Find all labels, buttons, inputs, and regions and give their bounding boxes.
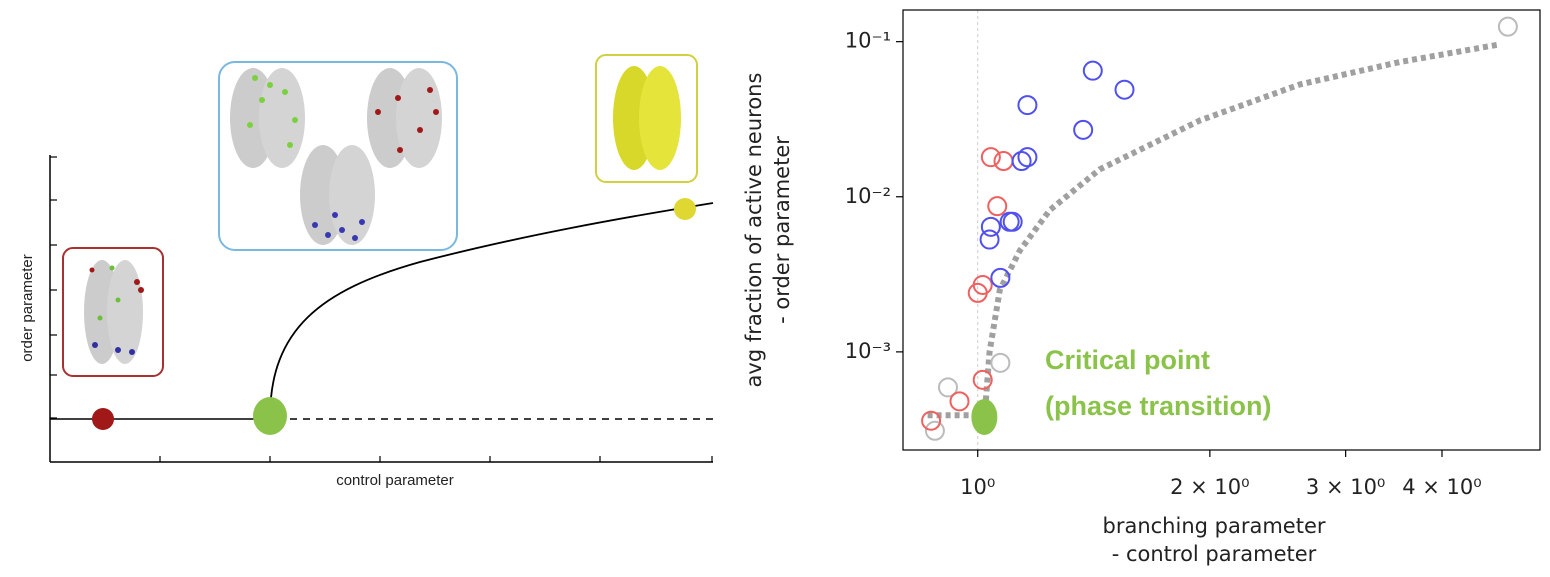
point xyxy=(949,391,970,412)
annotation: Critical point xyxy=(1045,345,1210,375)
point xyxy=(937,377,958,398)
point xyxy=(1002,211,1023,232)
y-tick-label: 10⁻² xyxy=(845,184,891,208)
y-axis-label: - order parameter xyxy=(770,136,794,324)
point xyxy=(987,196,1008,217)
point xyxy=(921,410,942,431)
annotation: (phase transition) xyxy=(1045,391,1272,421)
supercritical-point xyxy=(674,198,696,220)
plot-frame xyxy=(902,9,1541,451)
brain-box-subcritical xyxy=(62,247,164,377)
x-tick-label: 2 × 10⁰ xyxy=(1170,475,1249,499)
point xyxy=(980,147,1001,168)
x-tick-label: 4 × 10⁰ xyxy=(1402,475,1481,499)
point xyxy=(924,420,945,441)
x-axis-label: control parameter xyxy=(336,472,454,489)
order-curve xyxy=(269,202,714,419)
point xyxy=(1017,147,1038,168)
point xyxy=(972,274,993,295)
y-axis-label: order parameter xyxy=(19,254,36,362)
point xyxy=(972,369,993,390)
point xyxy=(1082,60,1103,81)
x-tick-label: 3 × 10⁰ xyxy=(1306,475,1385,499)
critical-point xyxy=(253,397,287,435)
critical-marker xyxy=(971,399,998,436)
point xyxy=(990,352,1011,373)
point xyxy=(1017,95,1038,116)
y-tick-label: 10⁻¹ xyxy=(845,29,891,53)
subcritical-point xyxy=(92,408,114,430)
point xyxy=(1073,119,1094,140)
schematic: control parameter order parameter xyxy=(19,54,714,489)
point xyxy=(979,229,1000,250)
point xyxy=(993,151,1014,172)
x-axis-label: branching parameter xyxy=(1102,514,1325,538)
y-axis-label: avg fraction of active neurons xyxy=(742,73,766,388)
point xyxy=(1011,151,1032,172)
axis-ticks xyxy=(50,156,713,462)
brain-box-critical xyxy=(218,61,458,251)
y-tick-label: 10⁻³ xyxy=(845,339,891,363)
x-tick-label: 10⁰ xyxy=(960,475,995,499)
point xyxy=(1497,16,1518,37)
point xyxy=(1114,79,1135,100)
x-axis-label: - control parameter xyxy=(1112,542,1317,566)
point xyxy=(980,216,1001,237)
scatter-plot: 10⁰ 2 × 10⁰ 3 × 10⁰ 4 × 10⁰ 10⁻³ 10⁻² 10⁻¹ bran… xyxy=(742,9,1541,566)
brain-box-supercritical xyxy=(595,54,698,183)
point xyxy=(990,267,1011,288)
